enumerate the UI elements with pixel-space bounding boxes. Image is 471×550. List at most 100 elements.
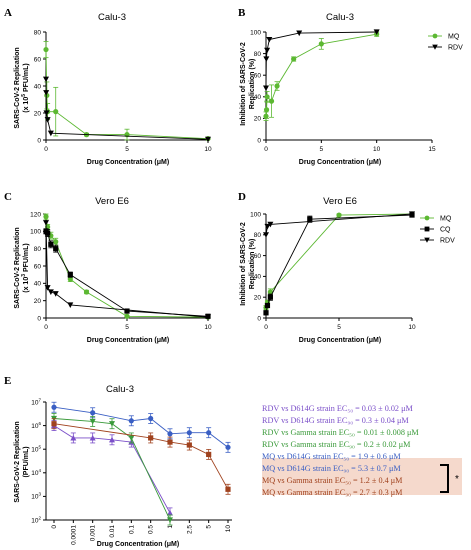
x-tick-label: 5 xyxy=(206,525,213,529)
data-point xyxy=(128,435,135,441)
y-tick-label: 20 xyxy=(34,110,42,117)
x-tick-label: 0.0001 xyxy=(70,525,77,545)
y-tick-label: 80 xyxy=(254,232,262,239)
x-tick-label: 0.01 xyxy=(109,525,116,538)
ec-annotations: RDV vs D614G strain EC₅₀ = 0.03 ± 0.02 μ… xyxy=(262,404,462,497)
y-tick-label: 20 xyxy=(254,295,262,302)
data-point xyxy=(206,430,212,436)
legend-label: MQ xyxy=(440,215,452,222)
data-point xyxy=(267,294,273,300)
y-tick-label: 80 xyxy=(34,29,42,36)
x-axis-label: Drug Concentration (μM) xyxy=(299,337,381,344)
x-axis-label: Drug Concentration (μM) xyxy=(87,337,169,344)
panel-letter: A xyxy=(4,7,12,19)
data-point xyxy=(67,272,73,278)
x-tick-label: 0.1 xyxy=(128,525,135,534)
panel-title: Calu-3 xyxy=(98,12,126,23)
y-tick-label: 102 xyxy=(31,515,41,524)
y-axis-label: SARS-CoV-2 Replication xyxy=(14,47,21,128)
y-tick-label: 60 xyxy=(34,263,42,270)
significance-star: * xyxy=(455,474,459,485)
x-tick-label: 10 xyxy=(225,525,232,533)
x-axis-label: Drug Concentration (μM) xyxy=(299,159,381,166)
data-point xyxy=(267,221,274,228)
panel-letter: C xyxy=(4,191,12,203)
data-point xyxy=(268,98,275,104)
y-axis-unit: (x 103 PFU/mL) xyxy=(21,243,30,292)
series-rdv xyxy=(43,76,211,143)
data-point xyxy=(43,76,49,83)
data-point xyxy=(186,430,192,436)
x-tick-label: 0 xyxy=(264,324,268,331)
series-mq-vs-d614g xyxy=(51,401,231,453)
data-point xyxy=(264,47,271,54)
annotation-line: MQ vs Gamma strain EC₅₀ = 1.2 ± 0.4 μM xyxy=(262,476,403,485)
series-line xyxy=(45,216,209,318)
data-point xyxy=(291,56,297,62)
series-rdv xyxy=(43,220,211,321)
legend: MQ CQ RDV xyxy=(420,215,455,244)
series-rdv-vs-gamma xyxy=(51,413,173,526)
data-point xyxy=(43,214,49,220)
x-tick-label: 0 xyxy=(51,525,58,529)
data-point xyxy=(263,85,269,92)
data-point xyxy=(274,83,280,89)
annotation-line: MQ vs Gamma strain EC₉₀ = 2.7 ± 0.3 μM xyxy=(262,488,403,497)
data-point xyxy=(424,237,430,243)
x-tick-label: 10 xyxy=(204,324,212,331)
data-point xyxy=(296,30,303,37)
y-tick-label: 107 xyxy=(31,397,41,406)
data-point xyxy=(90,410,96,416)
data-point xyxy=(409,211,415,217)
y-axis-unit: Replication (%) xyxy=(249,239,256,290)
series-mq xyxy=(263,211,415,311)
data-point xyxy=(336,212,342,218)
x-tick-label: 10 xyxy=(373,146,381,153)
data-point xyxy=(167,431,173,437)
data-point xyxy=(48,241,54,247)
data-point xyxy=(432,33,438,39)
data-point xyxy=(206,451,212,458)
y-tick-label: 40 xyxy=(34,83,42,90)
data-point xyxy=(167,517,173,523)
y-tick-label: 105 xyxy=(31,445,41,454)
x-tick-label: 5 xyxy=(337,324,341,331)
data-point xyxy=(264,302,271,309)
series-rdv xyxy=(263,211,415,238)
data-point xyxy=(53,239,59,245)
data-point xyxy=(225,486,231,492)
y-tick-label: 40 xyxy=(254,94,262,101)
y-tick-label: 0 xyxy=(257,137,261,144)
data-point xyxy=(373,29,380,35)
x-tick-label: 0.001 xyxy=(90,525,97,542)
annotation-line: RDV vs Gamma strain EC₉₀ = 0.2 ± 0.02 μM xyxy=(262,440,411,449)
y-tick-label: 40 xyxy=(254,274,262,281)
y-tick-label: 40 xyxy=(34,281,42,288)
data-point xyxy=(424,226,430,232)
data-point xyxy=(124,313,130,319)
data-point xyxy=(47,289,54,295)
data-point xyxy=(148,435,154,441)
legend-label: RDV xyxy=(448,44,463,51)
y-axis-label: SARS-CoV-2 Replication xyxy=(14,227,21,308)
x-tick-label: 5 xyxy=(320,146,324,153)
series-line xyxy=(53,418,171,521)
data-point xyxy=(43,46,49,53)
annotation-line: RDV vs D614G strain EC₉₀ = 0.3 ± 0.04 μM xyxy=(262,416,409,425)
x-tick-label: 10 xyxy=(204,146,212,153)
x-axis-label: Drug Concentration (μM) xyxy=(97,541,179,548)
panel-title: Calu-3 xyxy=(106,384,134,395)
y-tick-label: 103 xyxy=(31,492,41,501)
y-tick-label: 100 xyxy=(250,29,261,36)
y-axis-unit: (x 105 PFU/mL) xyxy=(21,63,30,112)
series-line xyxy=(265,214,413,313)
data-point xyxy=(109,436,115,443)
data-point xyxy=(67,302,74,308)
series-cq xyxy=(263,212,415,316)
data-point xyxy=(263,232,269,238)
x-tick-label: 5 xyxy=(125,146,129,153)
panel-letter: B xyxy=(238,7,246,19)
data-point xyxy=(47,130,54,137)
y-tick-label: 104 xyxy=(31,468,41,477)
data-point xyxy=(424,215,430,221)
